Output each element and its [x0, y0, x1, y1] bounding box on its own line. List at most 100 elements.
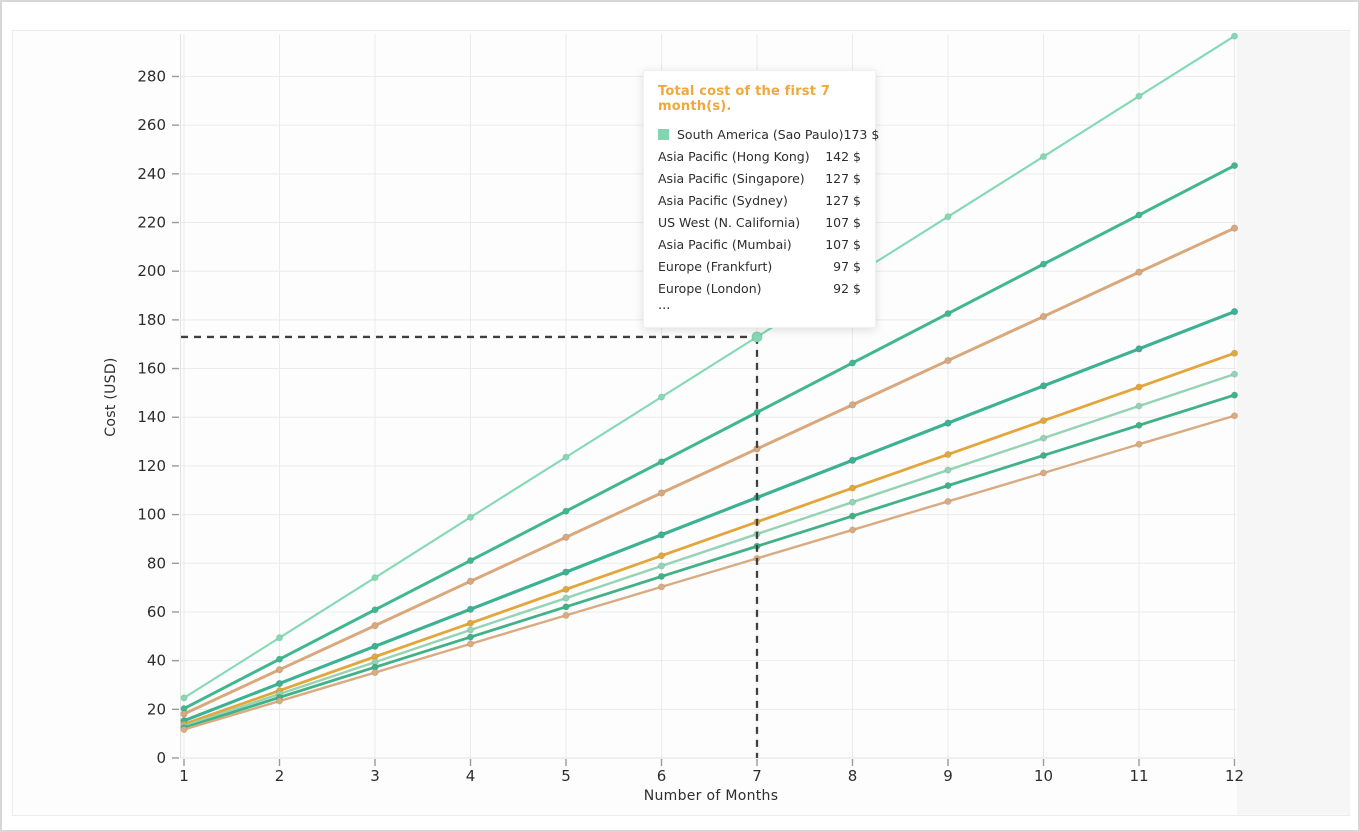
y-axis-title: Cost (USD) [103, 357, 119, 437]
data-point[interactable] [944, 497, 952, 506]
series-line-3[interactable] [182, 226, 1236, 716]
series-line-0[interactable] [182, 35, 1236, 699]
data-point[interactable] [275, 665, 284, 674]
data-point[interactable] [371, 668, 379, 677]
data-point[interactable] [1135, 211, 1143, 219]
series-line-8[interactable] [182, 393, 1236, 730]
data-point[interactable] [466, 605, 475, 613]
data-point[interactable] [944, 356, 952, 365]
data-point[interactable] [1039, 312, 1048, 321]
data-point[interactable] [1039, 382, 1048, 390]
data-point[interactable] [180, 710, 188, 718]
highlighted-data-point[interactable] [751, 331, 763, 343]
data-point[interactable] [657, 458, 666, 466]
y-tick-label: 60 [147, 603, 166, 621]
data-point[interactable] [562, 594, 570, 602]
series-line-9[interactable] [182, 414, 1236, 731]
y-tick-label: 220 [137, 214, 166, 232]
data-point[interactable] [657, 552, 666, 560]
data-point[interactable] [1039, 152, 1048, 161]
tooltip-row-name: Asia Pacific (Sydney) [658, 193, 788, 208]
data-point[interactable] [1039, 451, 1048, 460]
data-point[interactable] [657, 583, 666, 591]
tooltip-row-name: South America (Sao Paulo) [658, 127, 844, 142]
data-point[interactable] [848, 498, 857, 506]
data-point[interactable] [1039, 469, 1048, 477]
data-point[interactable] [1135, 268, 1143, 276]
data-point[interactable] [275, 655, 284, 663]
data-point[interactable] [657, 393, 666, 401]
x-tick-label: 9 [943, 767, 953, 785]
data-point[interactable] [466, 577, 475, 585]
data-point[interactable] [1039, 416, 1048, 425]
tooltip-row-name: Asia Pacific (Mumbai) [658, 237, 792, 252]
data-point[interactable] [1039, 260, 1048, 268]
data-point[interactable] [944, 419, 952, 427]
data-point[interactable] [1230, 224, 1239, 232]
data-point[interactable] [1230, 370, 1239, 378]
data-point[interactable] [1230, 391, 1239, 399]
data-point[interactable] [1135, 383, 1143, 391]
data-point[interactable] [466, 633, 475, 641]
data-point[interactable] [371, 621, 379, 630]
data-point[interactable] [1230, 161, 1239, 170]
series-line-7[interactable] [182, 372, 1236, 728]
data-point[interactable] [944, 466, 952, 474]
tooltip-row: US West (N. California) 107 $ [658, 211, 861, 233]
data-point[interactable] [1135, 92, 1143, 100]
data-point[interactable] [848, 526, 857, 534]
data-point[interactable] [371, 642, 379, 650]
data-point[interactable] [180, 694, 188, 702]
data-point[interactable] [848, 359, 857, 367]
data-point[interactable] [1135, 402, 1143, 410]
data-point[interactable] [275, 634, 284, 642]
series-line-6[interactable] [182, 351, 1236, 726]
data-point[interactable] [466, 626, 475, 634]
x-tick-label: 4 [466, 767, 476, 785]
data-point[interactable] [371, 606, 379, 614]
data-point[interactable] [562, 533, 570, 541]
data-point[interactable] [944, 481, 952, 490]
data-point[interactable] [1039, 434, 1048, 442]
data-point[interactable] [562, 585, 570, 594]
data-point[interactable] [753, 408, 761, 417]
x-axis-title: Number of Months [643, 788, 779, 804]
data-point[interactable] [466, 619, 475, 627]
data-point[interactable] [466, 640, 475, 648]
series-line-5[interactable] [182, 310, 1236, 723]
data-point[interactable] [562, 568, 570, 576]
data-point[interactable] [275, 679, 284, 688]
data-point[interactable] [562, 611, 570, 620]
data-point[interactable] [1135, 421, 1143, 429]
data-point[interactable] [562, 603, 570, 611]
data-point[interactable] [1230, 307, 1239, 316]
data-point[interactable] [1135, 345, 1143, 353]
data-point[interactable] [466, 556, 475, 565]
data-point[interactable] [657, 531, 666, 539]
data-point[interactable] [466, 513, 475, 521]
tooltip-row: South America (Sao Paulo) 173 $ [658, 123, 879, 145]
data-point[interactable] [657, 562, 666, 570]
data-point[interactable] [848, 401, 857, 409]
y-tick-label: 180 [137, 311, 166, 329]
series-line-1[interactable] [182, 164, 1236, 711]
data-point[interactable] [848, 484, 857, 492]
data-point[interactable] [944, 212, 952, 221]
data-point[interactable] [562, 507, 570, 515]
data-point[interactable] [657, 572, 666, 581]
data-point[interactable] [657, 489, 666, 497]
data-point[interactable] [562, 453, 570, 461]
data-point[interactable] [848, 456, 857, 465]
data-point[interactable] [275, 697, 284, 705]
tooltip-row-name: Asia Pacific (Singapore) [658, 171, 805, 186]
data-point[interactable] [1230, 349, 1239, 357]
tooltip-row: Asia Pacific (Sydney) 127 $ [658, 189, 861, 211]
data-point[interactable] [371, 573, 379, 582]
data-point[interactable] [944, 309, 952, 318]
data-point[interactable] [1230, 32, 1239, 40]
data-point[interactable] [1135, 440, 1143, 448]
data-point[interactable] [180, 725, 188, 734]
data-point[interactable] [944, 450, 952, 459]
data-point[interactable] [1230, 412, 1239, 420]
data-point[interactable] [848, 512, 857, 520]
